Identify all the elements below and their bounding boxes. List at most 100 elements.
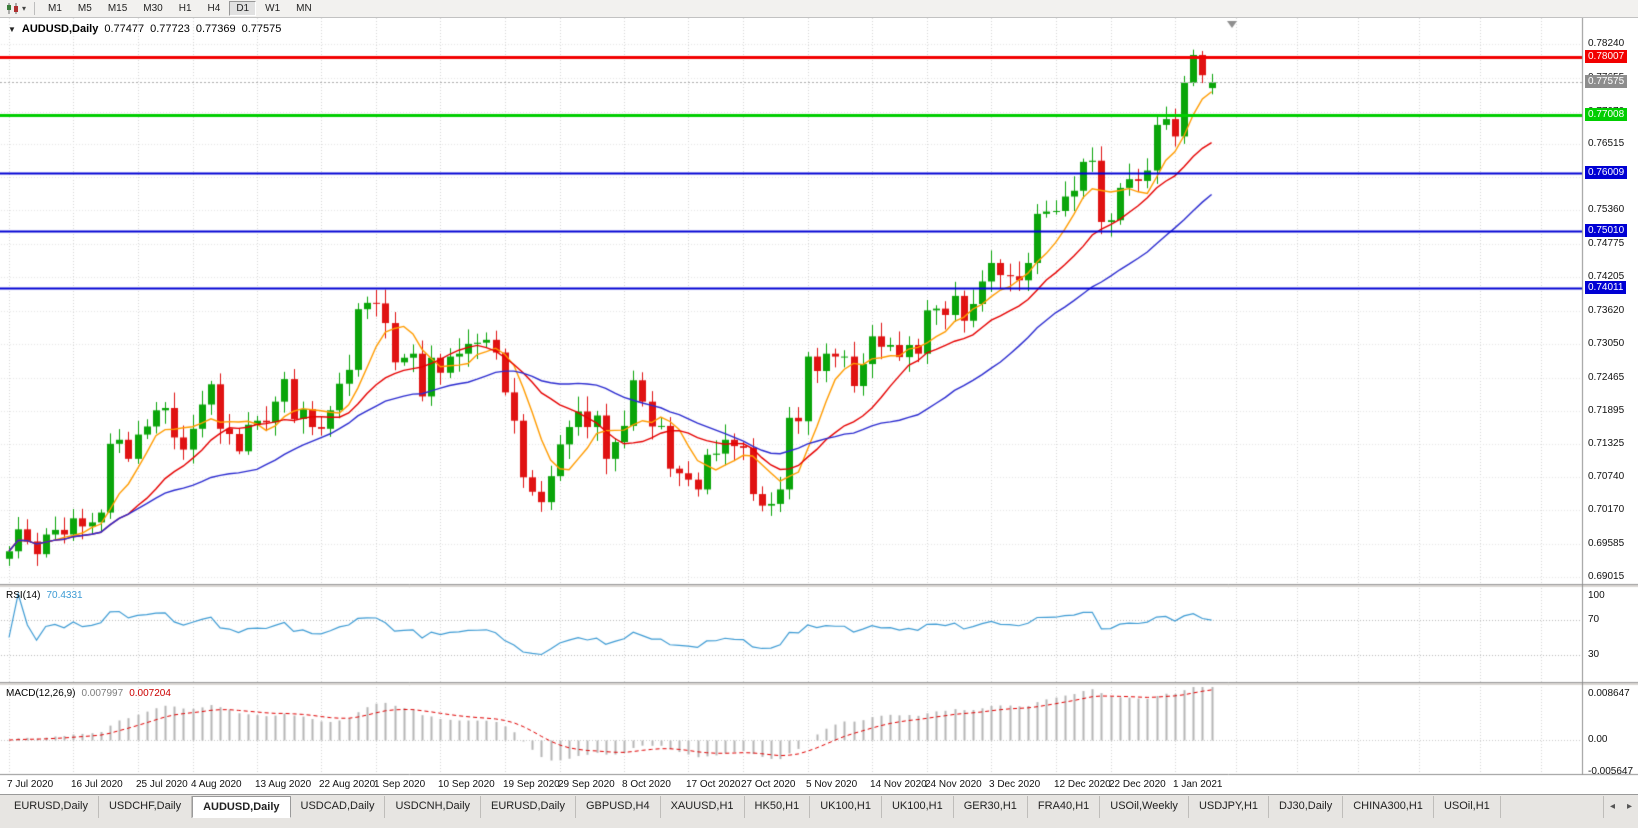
chart-tab-GER30-H1[interactable]: GER30,H1 — [954, 796, 1028, 818]
price-tick-label: 0.73050 — [1588, 338, 1625, 349]
toolbar-separator — [34, 2, 36, 15]
macd-axis-label: 0.00 — [1588, 734, 1608, 745]
tab-scroll-controls: ◂ ▸ — [1603, 796, 1638, 818]
chart-open-value: 0.77477 — [104, 23, 145, 35]
price-tick-label: 0.73620 — [1588, 305, 1625, 316]
date-label: 17 Oct 2020 — [686, 779, 741, 790]
macd-label: MACD(12,26,9) 0.007997 0.007204 — [6, 688, 171, 699]
price-tick-label: 0.70740 — [1588, 471, 1625, 482]
date-label: 16 Jul 2020 — [71, 779, 123, 790]
date-label: 7 Jul 2020 — [7, 779, 54, 790]
chart-close-value: 0.77575 — [241, 23, 282, 35]
timeframe-button-M30[interactable]: M30 — [143, 3, 163, 14]
date-label: 5 Nov 2020 — [806, 779, 858, 790]
date-label: 14 Nov 2020 — [870, 779, 927, 790]
chart-tab-USDJPY-H1[interactable]: USDJPY,H1 — [1189, 796, 1270, 818]
timeframe-toolbar: ▾ M1 M5 M15 M30 H1 H4 D1 W1 MN — [0, 0, 1638, 18]
date-label: 1 Jan 2021 — [1173, 779, 1223, 790]
tab-scroll-right-button[interactable]: ▸ — [1626, 801, 1633, 812]
timeframe-button-H4[interactable]: H4 — [207, 3, 221, 14]
chart-tab-HK50-H1[interactable]: HK50,H1 — [745, 796, 811, 818]
chart-tab-EURUSD-Daily[interactable]: EURUSD,Daily — [481, 796, 576, 818]
chart-tab-AUDUSD-Daily[interactable]: AUDUSD,Daily — [192, 796, 291, 818]
chart-tab-UK100-H1[interactable]: UK100,H1 — [882, 796, 954, 818]
date-label: 19 Sep 2020 — [503, 779, 560, 790]
price-tick-label: 0.69585 — [1588, 538, 1625, 549]
timeframe-button-W1[interactable]: W1 — [265, 3, 281, 14]
chart-tab-USOil-H1[interactable]: USOil,H1 — [1434, 796, 1501, 818]
level-price-badge[interactable]: 0.77008 — [1585, 108, 1628, 121]
macd-main-value: 0.007997 — [81, 688, 124, 699]
price-tick-label: 0.69015 — [1588, 571, 1625, 582]
chart-tabs: EURUSD,Daily USDCHF,Daily AUDUSD,Daily USDC… — [0, 796, 1600, 818]
level-price-badge[interactable]: 0.75010 — [1585, 224, 1628, 237]
price-axis[interactable]: 0.782400.776550.770700.765150.759300.753… — [1584, 0, 1638, 794]
macd-name: MACD(12,26,9) — [6, 688, 76, 699]
rsi-value: 70.4331 — [46, 590, 83, 601]
date-label: 29 Sep 2020 — [558, 779, 615, 790]
chart-tab-bar: EURUSD,Daily USDCHF,Daily AUDUSD,Daily USDC… — [0, 794, 1638, 828]
macd-signal-value: 0.007204 — [129, 688, 171, 699]
chart-low-value: 0.77369 — [195, 23, 236, 35]
timeframe-button-M5[interactable]: M5 — [77, 3, 92, 14]
chart-title: ▼ AUDUSD,Daily 0.77477 0.77723 0.77369 0… — [8, 23, 281, 35]
rsi-axis-label: 30 — [1588, 649, 1600, 660]
price-tick-label: 0.71325 — [1588, 438, 1625, 449]
price-tick-label: 0.70170 — [1588, 504, 1625, 515]
chevron-down-icon[interactable]: ▾ — [22, 4, 27, 13]
date-label: 13 Aug 2020 — [255, 779, 312, 790]
date-label: 25 Jul 2020 — [136, 779, 188, 790]
level-price-badge[interactable]: 0.76009 — [1585, 166, 1628, 179]
timeframe-button-H1[interactable]: H1 — [178, 3, 192, 14]
chart-tab-XAUUSD-H1[interactable]: XAUUSD,H1 — [661, 796, 745, 818]
chart-high-value: 0.77723 — [150, 23, 190, 35]
chart-tab-CHINA300-H1[interactable]: CHINA300,H1 — [1343, 796, 1434, 818]
macd-axis-label: 0.008647 — [1588, 688, 1630, 699]
tab-scroll-left-button[interactable]: ◂ — [1609, 801, 1616, 812]
chart-symbol-period: AUDUSD,Daily — [21, 23, 99, 35]
rsi-axis-label: 70 — [1588, 614, 1600, 625]
current-price-badge: 0.77575 — [1585, 75, 1628, 88]
timeframe-button-M1[interactable]: M1 — [48, 3, 62, 14]
date-label: 12 Dec 2020 — [1054, 779, 1111, 790]
timeframe-button-MN[interactable]: MN — [296, 3, 312, 14]
chart-type-icon[interactable] — [4, 1, 22, 17]
chart-dropdown-icon[interactable]: ▼ — [8, 24, 16, 34]
price-tick-label: 0.78240 — [1588, 38, 1625, 49]
chart-tab-DJ30-Daily[interactable]: DJ30,Daily — [1269, 796, 1344, 818]
date-label: 4 Aug 2020 — [191, 779, 242, 790]
chart-tab-USDCHF-Daily[interactable]: USDCHF,Daily — [99, 796, 193, 818]
rsi-label: RSI(14) 70.4331 — [6, 590, 83, 601]
price-tick-label: 0.74205 — [1588, 271, 1625, 282]
time-axis[interactable]: 7 Jul 2020 16 Jul 2020 25 Jul 2020 4 Aug 20… — [0, 775, 1582, 793]
price-tick-label: 0.74775 — [1588, 238, 1625, 249]
chart-tab-USDCNH-Daily[interactable]: USDCNH,Daily — [385, 796, 482, 818]
date-label: 8 Oct 2020 — [622, 779, 671, 790]
chart-tab-EURUSD-Daily[interactable]: EURUSD,Daily — [4, 796, 99, 818]
chart-tab-UK100-H1[interactable]: UK100,H1 — [810, 796, 882, 818]
chart-tab-FRA40-H1[interactable]: FRA40,H1 — [1028, 796, 1101, 818]
chart-tab-USOil-Weekly[interactable]: USOil,Weekly — [1100, 796, 1189, 818]
level-price-badge[interactable]: 0.74011 — [1585, 281, 1627, 294]
price-tick-label: 0.71895 — [1588, 405, 1625, 416]
rsi-name: RSI(14) — [6, 590, 41, 601]
date-label: 22 Aug 2020 — [319, 779, 376, 790]
price-tick-label: 0.76515 — [1588, 138, 1625, 149]
date-label: 10 Sep 2020 — [438, 779, 495, 790]
date-label: 27 Oct 2020 — [741, 779, 796, 790]
level-price-badge[interactable]: 0.78007 — [1585, 50, 1628, 63]
chart-tab-USDCAD-Daily[interactable]: USDCAD,Daily — [291, 796, 386, 818]
macd-axis-label: -0.005647 — [1588, 766, 1634, 777]
date-label: 3 Dec 2020 — [989, 779, 1041, 790]
price-tick-label: 0.75360 — [1588, 204, 1625, 215]
date-label: 24 Nov 2020 — [925, 779, 982, 790]
date-label: 22 Dec 2020 — [1109, 779, 1166, 790]
timeframe-buttons: M1 M5 M15 M30 H1 H4 D1 W1 MN — [40, 1, 320, 16]
rsi-axis-label: 100 — [1588, 590, 1605, 601]
timeframe-button-D1[interactable]: D1 — [229, 1, 257, 16]
date-label: 1 Sep 2020 — [374, 779, 426, 790]
price-tick-label: 0.72465 — [1588, 372, 1625, 383]
timeframe-button-M15[interactable]: M15 — [107, 3, 128, 14]
chart-tab-GBPUSD-H4[interactable]: GBPUSD,H4 — [576, 796, 661, 818]
